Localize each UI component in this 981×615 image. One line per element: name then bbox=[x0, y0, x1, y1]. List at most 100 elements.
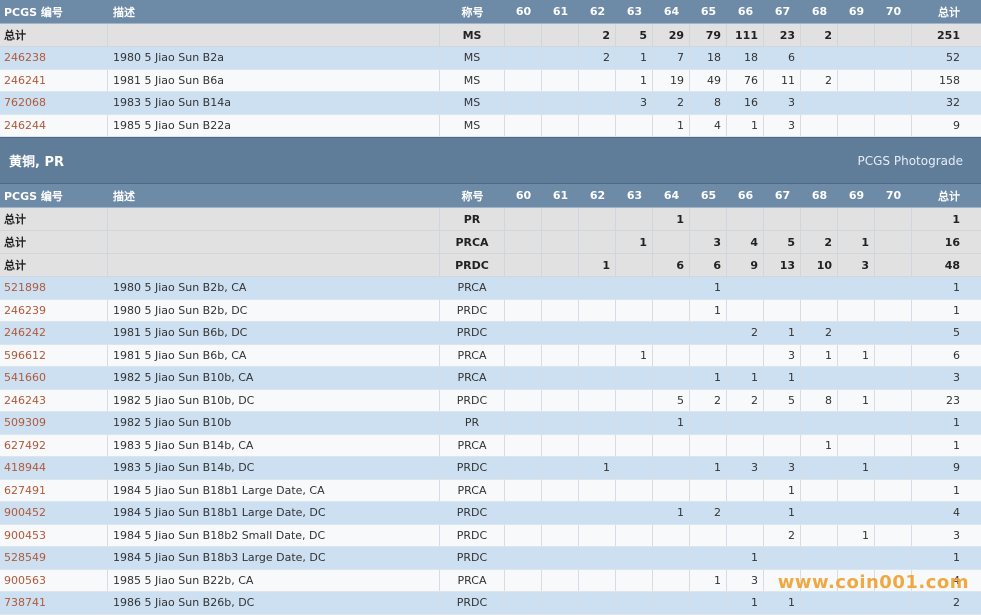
pcgs-number-link[interactable]: 528549 bbox=[0, 547, 108, 569]
row-total: 2 bbox=[953, 596, 960, 610]
coin-description: 1984 5 Jiao Sun B18b2 Small Date, DC bbox=[108, 524, 440, 546]
pcgs-number-link[interactable]: 900452 bbox=[0, 502, 108, 524]
col-header-grade-70[interactable]: 70 bbox=[885, 189, 902, 202]
col-header-designation[interactable]: 称号 bbox=[461, 189, 484, 203]
col-header-grade-64[interactable]: 64 bbox=[663, 5, 680, 18]
col-header-grade-61[interactable]: 61 bbox=[552, 189, 569, 202]
pcgs-number-link[interactable]: 246244 bbox=[0, 114, 108, 136]
total-desc bbox=[108, 254, 440, 276]
designation-value: PR bbox=[440, 412, 505, 434]
table-header: PCGS 编号 描述 称号 60 61 62 63 64 65 66 67 68 69 70 总计 bbox=[0, 0, 981, 24]
col-header-grade-60[interactable]: 60 bbox=[515, 5, 532, 18]
col-header-grade-61[interactable]: 61 bbox=[552, 5, 569, 18]
col-header-grade-68[interactable]: 68 bbox=[811, 189, 828, 202]
grade-count-62 bbox=[579, 524, 616, 546]
col-header-grade-69[interactable]: 69 bbox=[848, 5, 865, 18]
pcgs-number-link[interactable]: 246239 bbox=[0, 299, 108, 321]
col-header-grade-70[interactable]: 70 bbox=[885, 5, 902, 18]
row-total: 1 bbox=[953, 416, 960, 430]
col-header-grade-64[interactable]: 64 bbox=[663, 189, 680, 202]
col-header-grade-60[interactable]: 60 bbox=[515, 189, 532, 202]
col-header-grade-63[interactable]: 63 bbox=[626, 189, 643, 202]
pcgs-number-link[interactable]: 246238 bbox=[0, 47, 108, 69]
grade-count-65: 3 bbox=[690, 231, 727, 253]
pcgs-number-link[interactable]: 541660 bbox=[0, 367, 108, 389]
col-header-grade-66[interactable]: 66 bbox=[737, 189, 754, 202]
grade-count-65: 1 bbox=[690, 457, 727, 479]
grade-count-65: 1 bbox=[690, 299, 727, 321]
grade-count-67: 2 bbox=[764, 524, 801, 546]
col-header-grade-65[interactable]: 65 bbox=[700, 5, 717, 18]
col-header-id[interactable]: PCGS 编号 bbox=[4, 5, 63, 19]
pcgs-number-link[interactable]: 900563 bbox=[0, 569, 108, 591]
pcgs-number-link[interactable]: 900453 bbox=[0, 524, 108, 546]
pcgs-number-link[interactable]: 596612 bbox=[0, 344, 108, 366]
grade-count-68 bbox=[801, 569, 838, 591]
col-header-grade-66[interactable]: 66 bbox=[737, 5, 754, 18]
grade-count-63 bbox=[616, 569, 653, 591]
table-row: 528549 1984 5 Jiao Sun B18b3 Large Date, … bbox=[0, 547, 981, 570]
grade-count-69 bbox=[838, 299, 875, 321]
pcgs-number-link[interactable]: 246241 bbox=[0, 69, 108, 91]
col-header-grade-65[interactable]: 65 bbox=[700, 189, 717, 202]
pcgs-number-link[interactable]: 246243 bbox=[0, 389, 108, 411]
grade-count-67: 1 bbox=[764, 479, 801, 501]
grade-count-61 bbox=[542, 412, 579, 434]
grade-count-60 bbox=[505, 569, 542, 591]
site-watermark: www.coin001.com bbox=[777, 572, 969, 593]
grade-count-68 bbox=[801, 479, 838, 501]
pcgs-number-link[interactable]: 738741 bbox=[0, 592, 108, 614]
grade-count-70 bbox=[875, 24, 912, 46]
grade-count-62 bbox=[579, 92, 616, 114]
grade-count-65 bbox=[690, 208, 727, 230]
grade-count-68: 2 bbox=[801, 231, 838, 253]
col-header-grade-67[interactable]: 67 bbox=[774, 5, 791, 18]
grade-count-69 bbox=[838, 24, 875, 46]
grade-count-69: 1 bbox=[838, 389, 875, 411]
grade-count-61 bbox=[542, 592, 579, 614]
table-row: 900453 1984 5 Jiao Sun B18b2 Small Date, … bbox=[0, 524, 981, 547]
pcgs-number-link[interactable]: 762068 bbox=[0, 92, 108, 114]
pcgs-number-link[interactable]: 521898 bbox=[0, 277, 108, 299]
pcgs-number-link[interactable]: 509309 bbox=[0, 412, 108, 434]
grade-count-62 bbox=[579, 547, 616, 569]
designation-value: PRDC bbox=[440, 547, 505, 569]
grade-count-64 bbox=[653, 322, 690, 344]
col-header-id[interactable]: PCGS 编号 bbox=[4, 189, 63, 203]
col-header-grade-68[interactable]: 68 bbox=[811, 5, 828, 18]
pcgs-number-link[interactable]: 627492 bbox=[0, 434, 108, 456]
photograde-link[interactable]: PCGS Photograde bbox=[857, 153, 963, 168]
grade-count-69 bbox=[838, 569, 875, 591]
col-header-grade-69[interactable]: 69 bbox=[848, 189, 865, 202]
col-header-grade-67[interactable]: 67 bbox=[774, 189, 791, 202]
col-header-grade-63[interactable]: 63 bbox=[626, 5, 643, 18]
grade-count-70 bbox=[875, 299, 912, 321]
col-header-total[interactable]: 总计 bbox=[938, 5, 960, 19]
pcgs-number-link[interactable]: 418944 bbox=[0, 457, 108, 479]
grade-count-68 bbox=[801, 277, 838, 299]
grade-count-65: 79 bbox=[690, 24, 727, 46]
grade-count-69 bbox=[838, 547, 875, 569]
grade-count-68: 2 bbox=[801, 24, 838, 46]
designation-value: PRCA bbox=[440, 231, 505, 253]
col-header-desc[interactable]: 描述 bbox=[113, 5, 135, 19]
grade-count-66 bbox=[727, 524, 764, 546]
pcgs-number-link[interactable]: 627491 bbox=[0, 479, 108, 501]
col-header-grade-62[interactable]: 62 bbox=[589, 5, 606, 18]
pcgs-number-link[interactable]: 246242 bbox=[0, 322, 108, 344]
grade-count-64 bbox=[653, 569, 690, 591]
grade-count-63 bbox=[616, 367, 653, 389]
designation-value: PRCA bbox=[440, 479, 505, 501]
col-header-total[interactable]: 总计 bbox=[938, 189, 960, 203]
col-header-designation[interactable]: 称号 bbox=[461, 5, 484, 19]
col-header-grade-62[interactable]: 62 bbox=[589, 189, 606, 202]
table-row: 246241 1981 5 Jiao Sun B6a MS 1 19 49 76 11 2 158 bbox=[0, 69, 981, 92]
table-row: 596612 1981 5 Jiao Sun B6b, CA PRCA 1 3 1 1 6 bbox=[0, 344, 981, 367]
grade-count-61 bbox=[542, 114, 579, 136]
col-header-desc[interactable]: 描述 bbox=[113, 189, 135, 203]
row-total: 1 bbox=[953, 303, 960, 317]
designation-value: PRDC bbox=[440, 299, 505, 321]
grade-count-70 bbox=[875, 569, 912, 591]
designation-value: MS bbox=[440, 92, 505, 114]
grade-count-69 bbox=[838, 502, 875, 524]
